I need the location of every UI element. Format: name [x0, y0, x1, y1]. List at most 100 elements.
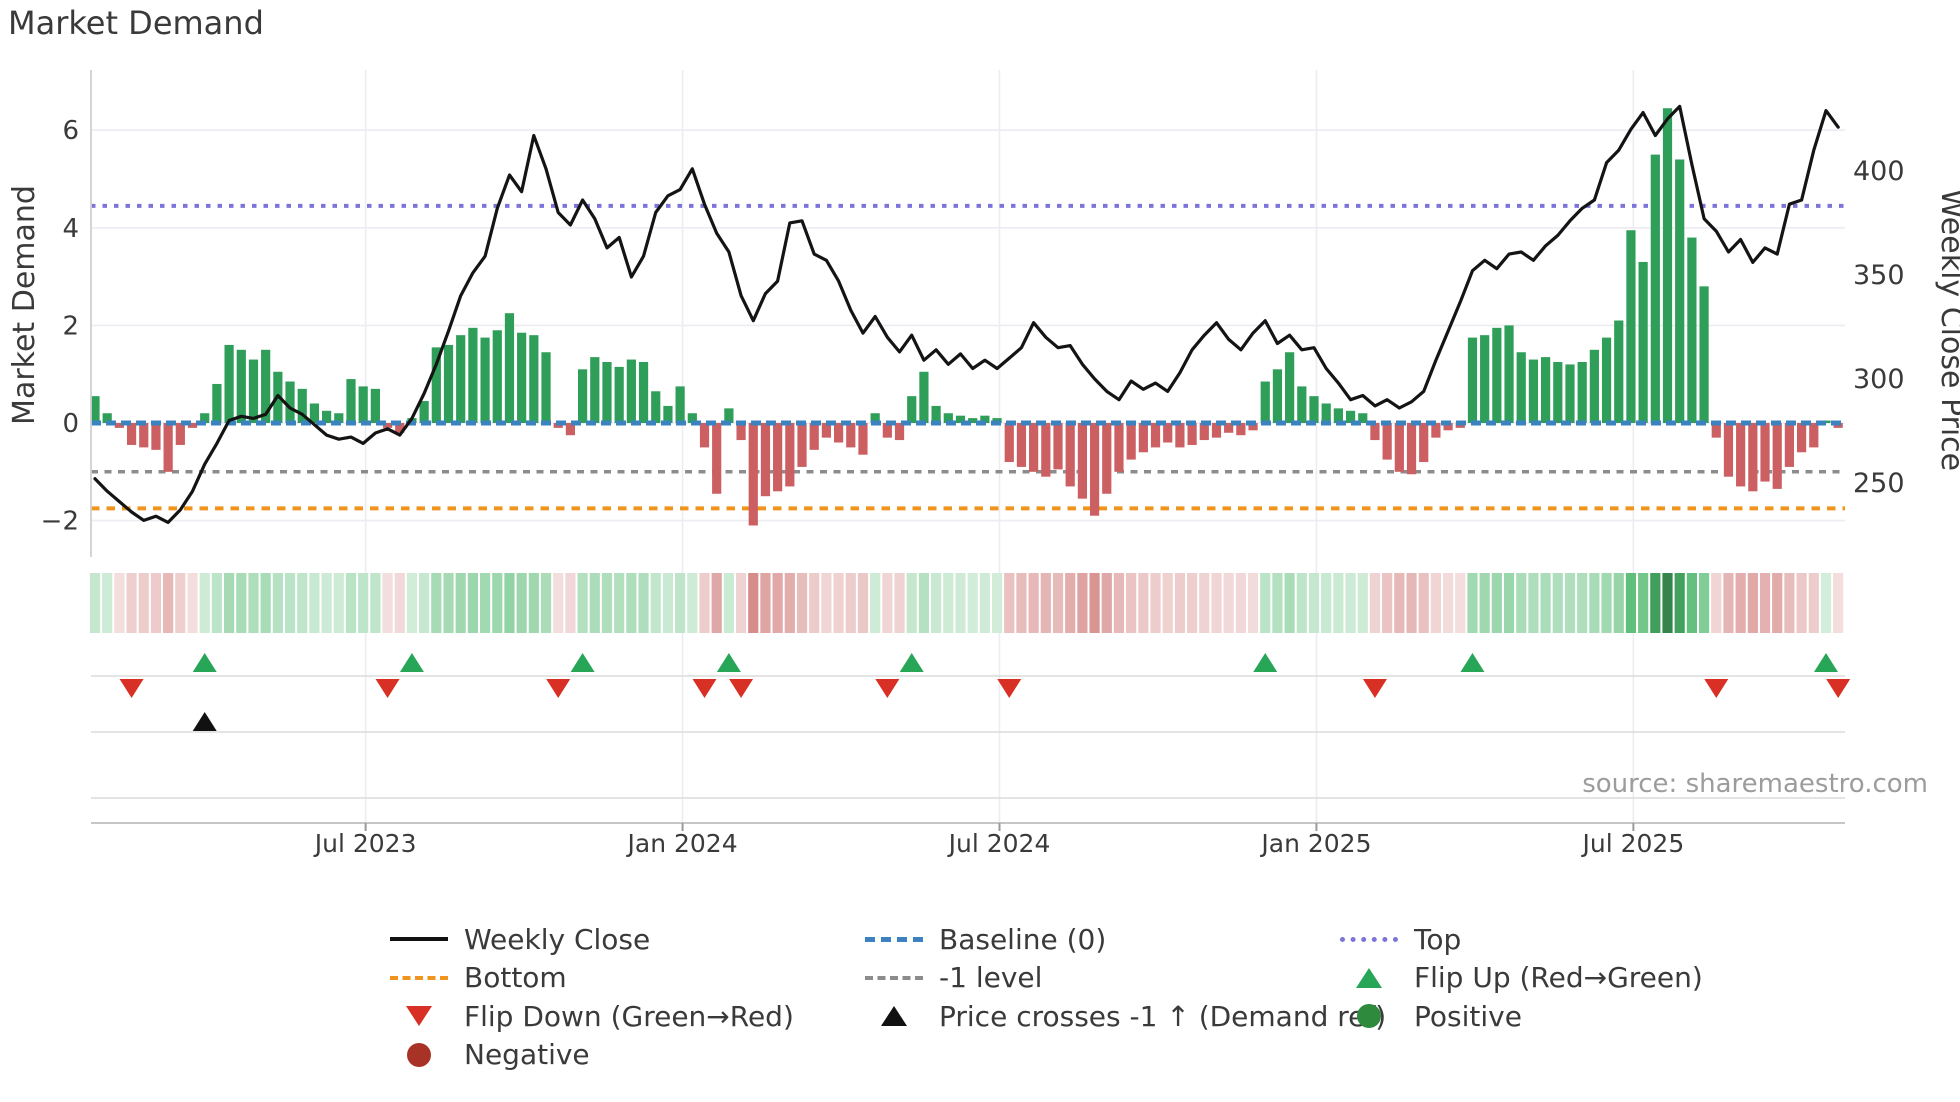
legend-item-bottom: Bottom [390, 959, 794, 998]
heatmap-cell [443, 573, 454, 633]
heatmap-cell [1150, 573, 1161, 633]
heatmap-cell [565, 573, 576, 633]
heatmap-cell [1638, 573, 1649, 633]
flip-up-marker [716, 653, 741, 672]
heatmap-cell [833, 573, 844, 633]
heatmap-cell [1662, 573, 1673, 633]
demand-bar [492, 330, 502, 423]
heatmap-cell [138, 573, 149, 633]
demand-bar [1662, 108, 1673, 424]
heatmap-cell [650, 573, 661, 633]
heatmap-cell [1040, 573, 1051, 633]
demand-bar [1358, 413, 1368, 423]
flip-down-marker [1704, 679, 1729, 698]
legend-item-price-crosses-1-demand-ref: Price crosses -1 ↑ (Demand ref) [865, 997, 1386, 1036]
demand-bar [261, 349, 271, 423]
demand-bar [882, 423, 892, 438]
heatmap-cell [1455, 573, 1466, 633]
demand-bar [1784, 423, 1795, 467]
circle-darkred-swatch-icon [390, 1042, 448, 1067]
demand-bar [626, 359, 636, 423]
heatmap-cell [1394, 573, 1405, 633]
demand-bar [212, 383, 222, 423]
demand-bar [1333, 408, 1343, 423]
heatmap-cell [431, 573, 442, 633]
demand-bar [1699, 286, 1709, 423]
demand-bar [712, 423, 722, 494]
demand-bar [517, 332, 527, 423]
heatmap-cell [918, 573, 930, 633]
demand-bar [1626, 230, 1636, 423]
price-cross-marker [192, 712, 217, 731]
demand-bar [541, 352, 551, 423]
flip-up-marker [570, 653, 595, 672]
demand-bar [760, 423, 771, 497]
heatmap-cell [748, 573, 759, 633]
demand-bar [821, 423, 831, 438]
heatmap-cell [967, 573, 978, 633]
x-tick-label: Jan 2025 [1259, 829, 1371, 858]
dash-gray-swatch-icon [865, 975, 923, 980]
heatmap-cell [857, 573, 869, 633]
demand-bar [858, 423, 868, 455]
heatmap-cell [1138, 573, 1149, 633]
heatmap-cell [114, 573, 125, 633]
demand-bar [602, 362, 612, 423]
legend-label: Top [1414, 922, 1462, 956]
demand-bar [1004, 423, 1014, 463]
heatmap-cell [735, 573, 747, 633]
demand-bar [1309, 396, 1319, 423]
legend-item-negative: Negative [390, 1036, 794, 1075]
demand-bar [248, 359, 259, 423]
heatmap-cell [1711, 573, 1722, 633]
legend-item-flip-up-red-green: Flip Up (Red→Green) [1340, 959, 1703, 998]
heatmap-cell [1199, 573, 1210, 633]
heatmap-cell [931, 573, 942, 633]
demand-bar [773, 423, 783, 492]
heatmap-cell [906, 573, 917, 633]
demand-bar [187, 423, 198, 428]
legend-column: Baseline (0) -1 level Price crosses -1 ↑ (… [865, 920, 1386, 1036]
demand-bar [1675, 159, 1685, 424]
line-black-swatch-icon [390, 937, 448, 942]
heatmap-cell [601, 573, 613, 633]
heatmap-cell [626, 573, 637, 633]
heatmap-cell [845, 573, 856, 633]
heatmap-cell [553, 573, 564, 633]
heatmap-cell [419, 573, 430, 633]
demand-bar [578, 369, 588, 423]
demand-bar [90, 396, 100, 423]
demand-bar [322, 410, 332, 423]
heatmap-cell [1174, 573, 1186, 633]
demand-bar [1443, 423, 1453, 431]
right-axis-title: Weekly Close Price [1934, 189, 1960, 471]
heatmap-cell [675, 573, 686, 633]
heatmap-cell [796, 573, 808, 633]
demand-bar [1211, 423, 1222, 438]
demand-bar [1016, 423, 1027, 467]
heatmap-cell [772, 573, 783, 633]
heatmap-cell [1796, 573, 1807, 633]
heatmap-cell [1211, 573, 1222, 633]
heatmap-cell [358, 573, 369, 633]
heatmap-cell [1382, 573, 1393, 633]
dash-orange-swatch-icon [390, 975, 448, 980]
heatmap-cell [284, 573, 296, 633]
flip-up-marker [1813, 653, 1838, 672]
tri-up-black-swatch-icon [865, 1006, 923, 1027]
heatmap-cell [1467, 573, 1478, 633]
left-tick-label: 0 [62, 409, 79, 439]
heatmap-cell [589, 573, 600, 633]
x-tick-label: Jul 2025 [1581, 829, 1685, 858]
demand-bar [919, 371, 929, 423]
heatmap-cell [223, 573, 235, 633]
right-tick-label: 350 [1853, 260, 1905, 291]
demand-bar [334, 413, 344, 423]
demand-bar [1175, 423, 1185, 448]
demand-bar [663, 405, 673, 423]
right-tick-label: 250 [1853, 468, 1905, 499]
source-attribution: source: sharemaestro.com [1582, 769, 1928, 799]
heatmap-cell [479, 573, 491, 633]
demand-bar [236, 349, 246, 423]
